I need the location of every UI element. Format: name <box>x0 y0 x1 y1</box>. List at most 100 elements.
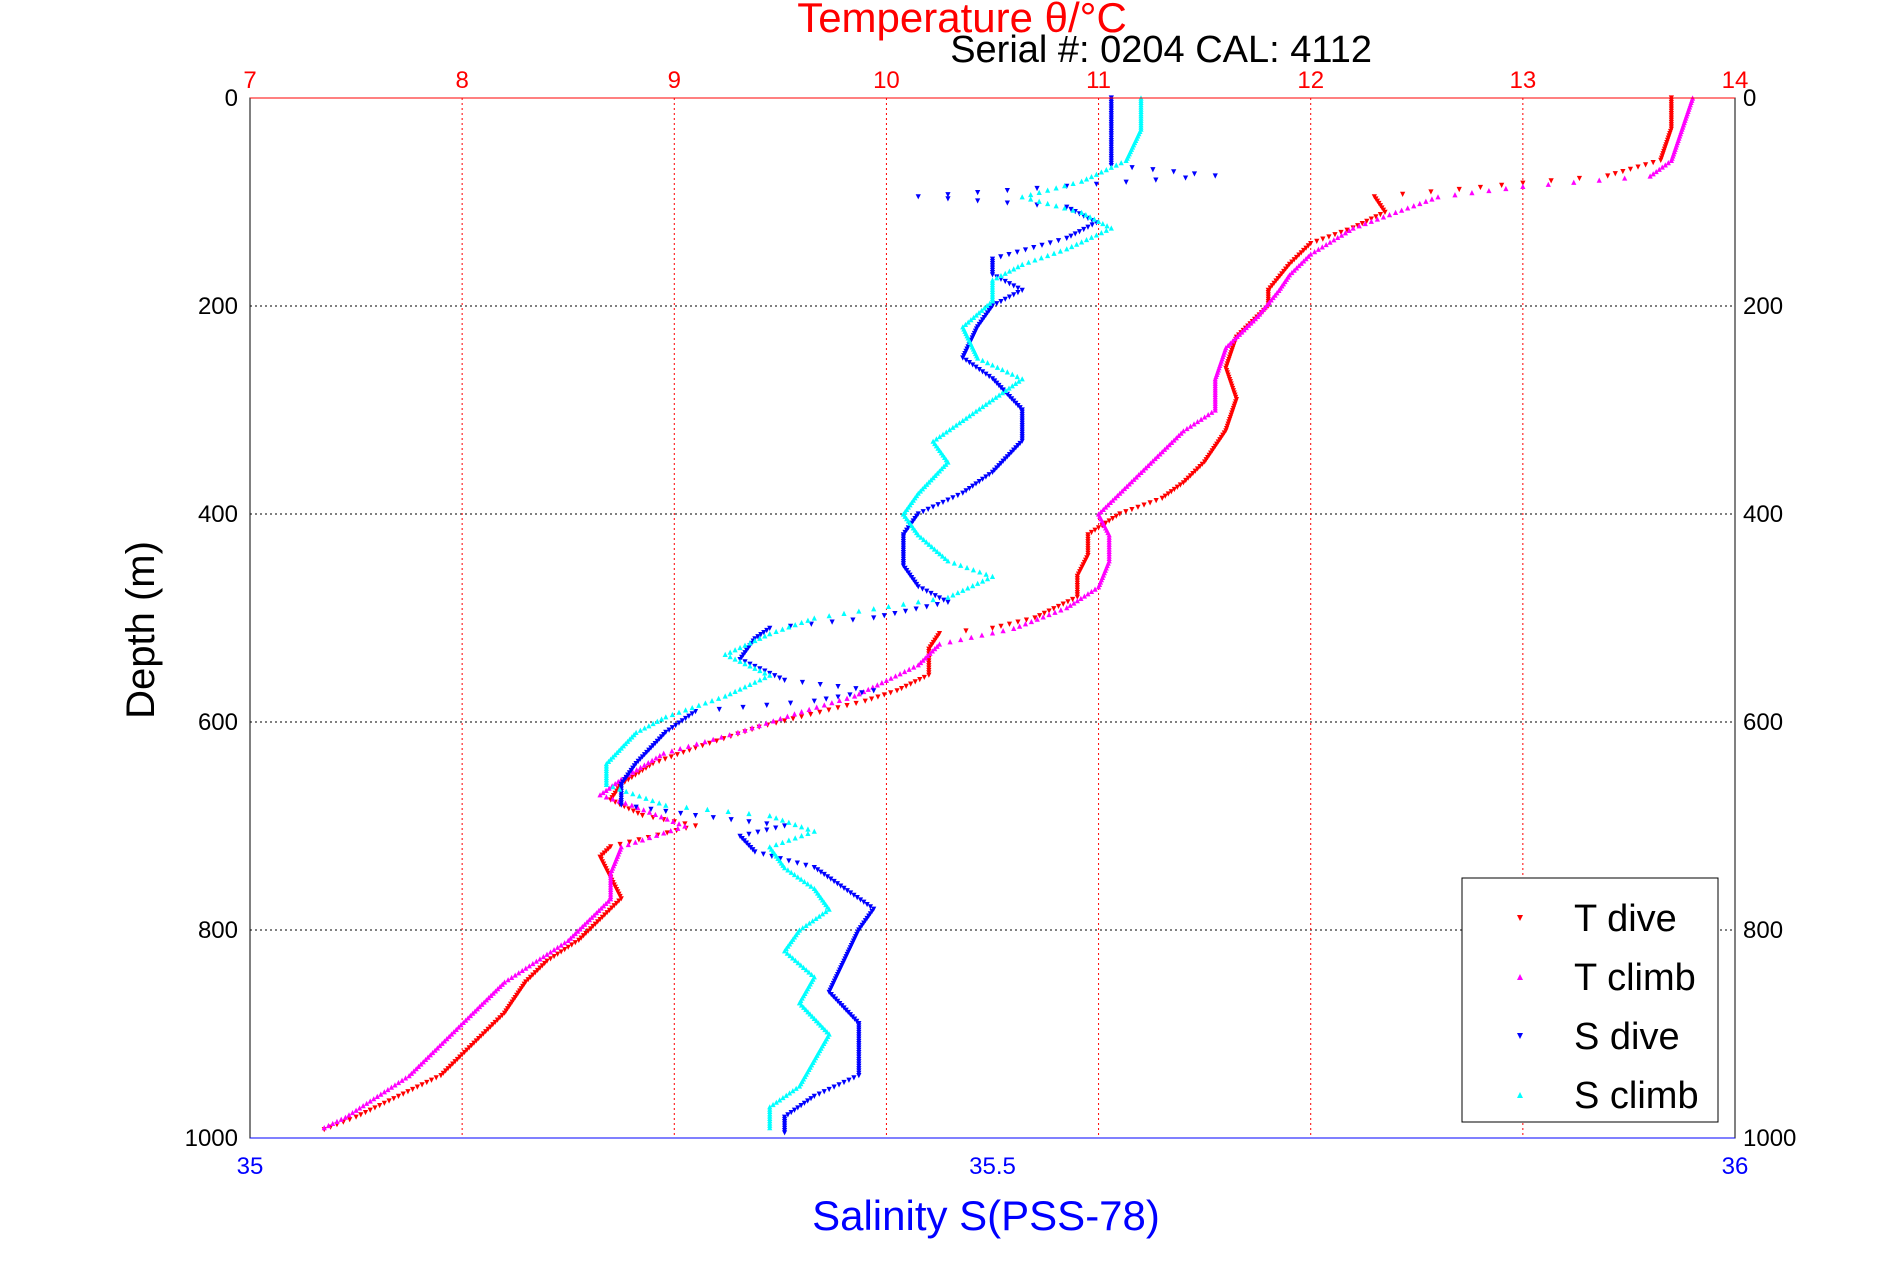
data-point <box>800 964 807 970</box>
data-point <box>881 613 887 619</box>
data-point <box>722 651 728 657</box>
data-point <box>963 415 969 421</box>
data-point <box>936 641 943 647</box>
data-point <box>989 573 996 579</box>
data-point <box>834 881 840 887</box>
data-point <box>915 194 921 200</box>
data-point <box>785 1112 791 1118</box>
data-point <box>428 1077 435 1083</box>
data-point <box>983 474 989 480</box>
data-point <box>799 679 806 686</box>
data-point <box>915 584 921 590</box>
data-point <box>937 433 943 440</box>
data-point <box>425 1054 431 1060</box>
data-point <box>801 878 807 885</box>
data-point <box>1098 169 1104 175</box>
data-point <box>732 688 738 694</box>
data-point <box>786 624 792 630</box>
data-point <box>1168 489 1174 495</box>
data-point <box>433 1075 439 1081</box>
data-point <box>983 371 989 377</box>
data-point <box>419 1082 425 1088</box>
data-point <box>966 485 972 492</box>
data-point <box>1100 220 1106 227</box>
data-point <box>411 1068 417 1074</box>
data-point <box>567 935 574 941</box>
data-point <box>438 1073 444 1079</box>
data-point <box>821 1089 827 1095</box>
data-point <box>1117 511 1123 517</box>
x-tick-label-top: 7 <box>243 67 256 94</box>
data-point <box>1486 187 1492 194</box>
data-point <box>1068 206 1074 213</box>
data-point <box>1112 495 1118 501</box>
data-point <box>1338 229 1344 236</box>
data-point <box>1046 611 1052 618</box>
data-point <box>699 743 706 749</box>
data-point <box>737 644 743 651</box>
data-point <box>381 1100 387 1106</box>
data-point <box>761 629 767 636</box>
data-point <box>1064 204 1070 210</box>
data-point <box>973 408 979 414</box>
data-point <box>1255 313 1261 319</box>
x-tick-label-top: 14 <box>1722 67 1749 94</box>
data-point <box>1153 498 1159 504</box>
data-point <box>1225 342 1231 348</box>
data-point <box>912 679 918 685</box>
data-point <box>782 718 788 724</box>
data-point <box>732 656 738 662</box>
data-point <box>828 876 834 882</box>
data-point <box>1380 214 1387 220</box>
data-point <box>725 808 731 815</box>
data-point <box>1659 164 1665 170</box>
data-point <box>378 1091 384 1097</box>
data-point <box>686 747 693 753</box>
data-point <box>930 596 936 603</box>
data-point <box>989 630 996 636</box>
data-point <box>1145 462 1151 469</box>
data-point <box>892 610 898 617</box>
data-point <box>1428 189 1434 195</box>
data-point <box>945 594 951 600</box>
data-point <box>757 635 763 641</box>
data-point <box>868 696 875 702</box>
data-point <box>572 930 578 937</box>
data-point <box>1071 600 1077 606</box>
data-point <box>1108 164 1114 170</box>
data-point <box>353 1107 359 1113</box>
data-point <box>551 953 557 960</box>
data-point <box>683 804 690 810</box>
data-point <box>605 898 611 904</box>
data-point <box>1176 432 1182 439</box>
data-point <box>569 942 575 948</box>
data-point <box>402 1075 409 1081</box>
data-point <box>747 663 753 669</box>
data-point <box>936 595 943 601</box>
data-point <box>1153 177 1159 183</box>
data-point <box>782 865 788 871</box>
data-point <box>1123 509 1129 515</box>
data-point <box>709 698 715 704</box>
data-point <box>716 695 722 701</box>
data-point <box>399 1077 405 1083</box>
data-point <box>643 795 649 801</box>
data-point <box>669 711 675 718</box>
data-point <box>752 637 758 644</box>
data-point <box>803 967 809 973</box>
data-point <box>1596 177 1602 183</box>
data-point <box>1296 262 1302 269</box>
data-point <box>526 963 532 969</box>
data-point <box>636 837 642 843</box>
data-point <box>1209 409 1215 415</box>
data-point <box>1332 232 1338 238</box>
y-tick-label-left: 400 <box>198 501 238 528</box>
data-point <box>612 781 618 787</box>
data-point <box>696 702 702 708</box>
data-point <box>673 722 679 729</box>
data-point <box>1006 251 1012 258</box>
data-point <box>1452 192 1458 198</box>
data-point <box>1173 435 1179 441</box>
data-point <box>1091 216 1097 222</box>
